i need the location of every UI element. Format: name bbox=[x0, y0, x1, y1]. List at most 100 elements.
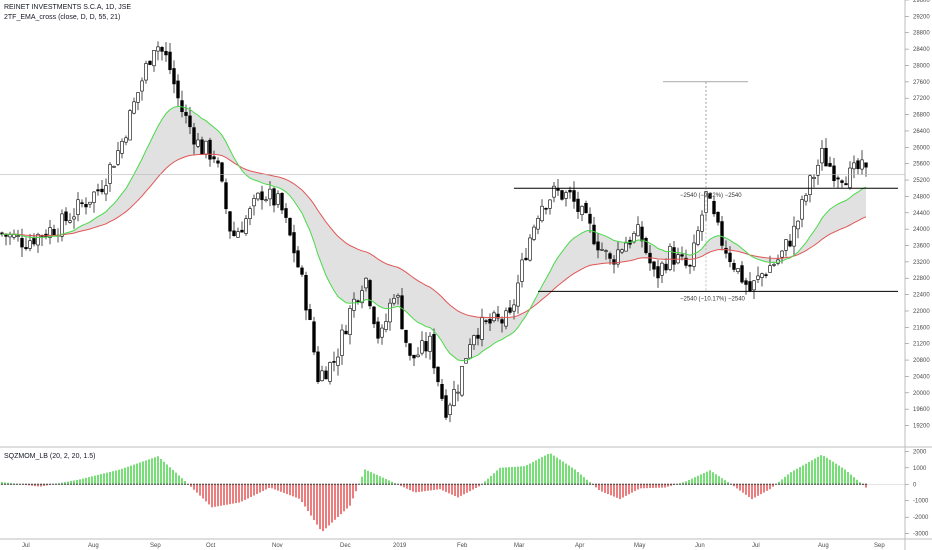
squeeze-dot bbox=[478, 483, 480, 485]
squeeze-dot bbox=[568, 483, 570, 485]
squeeze-dot bbox=[349, 483, 351, 485]
price-tick-label: 23200 bbox=[913, 260, 930, 266]
squeeze-dot bbox=[61, 483, 63, 485]
candle-body bbox=[228, 211, 232, 232]
price-tick-label: 23600 bbox=[913, 244, 930, 250]
candle-body bbox=[656, 266, 660, 279]
time-axis: Jul Aug Sep Oct Nov Dec 2019 Feb Mar Apr May Jun Jul… bbox=[22, 543, 885, 549]
candle-body bbox=[536, 218, 540, 230]
squeeze-dot bbox=[277, 483, 279, 485]
squeeze-dot bbox=[628, 483, 630, 485]
annotations: −2540 (−9.22%) −2540 −2540 (−10.17%) −254… bbox=[0, 81, 905, 302]
squeeze-dot bbox=[178, 483, 180, 485]
squeeze-dot bbox=[229, 483, 231, 485]
squeeze-dot bbox=[811, 483, 813, 485]
candle-body bbox=[500, 319, 504, 324]
squeeze-dot bbox=[328, 483, 330, 485]
squeeze-dot bbox=[136, 483, 138, 485]
candle-body bbox=[368, 280, 372, 307]
osc-tick-label: 1000 bbox=[913, 466, 927, 472]
time-tick-label: Sep bbox=[150, 543, 161, 549]
candle-body bbox=[392, 297, 396, 304]
squeeze-dot bbox=[586, 483, 588, 485]
candle-body bbox=[20, 238, 24, 248]
squeeze-dot bbox=[73, 483, 75, 485]
candle-body bbox=[816, 164, 820, 176]
squeeze-dot bbox=[208, 483, 210, 485]
candle-body bbox=[560, 190, 564, 200]
candle-body bbox=[224, 182, 228, 210]
squeeze-dot bbox=[739, 483, 741, 485]
time-tick-label: 2019 bbox=[393, 543, 407, 549]
squeeze-dot bbox=[403, 483, 405, 485]
squeeze-dot bbox=[280, 483, 282, 485]
candle-body bbox=[544, 208, 548, 210]
candle-body bbox=[192, 127, 196, 145]
squeeze-dot bbox=[505, 483, 507, 485]
squeeze-dot bbox=[220, 483, 222, 485]
time-tick-label: Sep bbox=[874, 543, 885, 549]
candle-body bbox=[340, 329, 344, 356]
squeeze-dot bbox=[694, 483, 696, 485]
squeeze-dot bbox=[550, 483, 552, 485]
squeeze-dot bbox=[544, 483, 546, 485]
squeeze-dot bbox=[70, 483, 72, 485]
squeeze-dot bbox=[520, 483, 522, 485]
squeeze-dot bbox=[754, 483, 756, 485]
squeeze-dot bbox=[793, 483, 795, 485]
squeeze-dot bbox=[820, 483, 822, 485]
squeeze-dot bbox=[190, 483, 192, 485]
candle-body bbox=[632, 232, 636, 243]
squeeze-dot bbox=[742, 483, 744, 485]
squeeze-dot bbox=[469, 483, 471, 485]
squeeze-dot bbox=[103, 483, 105, 485]
squeeze-dot bbox=[607, 483, 609, 485]
squeeze-dot bbox=[571, 483, 573, 485]
squeeze-dot bbox=[625, 483, 627, 485]
candle-body bbox=[808, 175, 812, 195]
candle-body bbox=[52, 229, 56, 236]
candle-body bbox=[548, 199, 552, 209]
price-tick-label: 24400 bbox=[913, 211, 930, 217]
squeeze-dot bbox=[367, 483, 369, 485]
candle-body bbox=[232, 230, 236, 236]
osc-tick-label: -2000 bbox=[913, 515, 929, 521]
squeeze-dot bbox=[574, 483, 576, 485]
squeeze-dot bbox=[496, 483, 498, 485]
candle-body bbox=[740, 265, 744, 283]
candle-body bbox=[584, 202, 588, 214]
squeeze-dot bbox=[796, 483, 798, 485]
squeeze-dot bbox=[226, 483, 228, 485]
squeeze-dot bbox=[610, 483, 612, 485]
squeeze-dot bbox=[64, 483, 66, 485]
squeeze-dot bbox=[859, 483, 861, 485]
squeeze-dot bbox=[745, 483, 747, 485]
squeeze-dot bbox=[217, 483, 219, 485]
squeeze-dot bbox=[391, 483, 393, 485]
squeeze-dot bbox=[412, 483, 414, 485]
candle-body bbox=[700, 214, 704, 232]
candle-body bbox=[24, 247, 28, 250]
squeeze-dot bbox=[691, 483, 693, 485]
price-tick-label: 29200 bbox=[913, 14, 930, 20]
candle-body bbox=[748, 281, 752, 292]
squeeze-dot bbox=[697, 483, 699, 485]
squeeze-dot bbox=[790, 483, 792, 485]
candle-body bbox=[28, 240, 32, 249]
squeeze-dot bbox=[688, 483, 690, 485]
candle-body bbox=[252, 198, 256, 207]
squeeze-dot bbox=[484, 483, 486, 485]
squeeze-dot bbox=[751, 483, 753, 485]
squeeze-dot bbox=[454, 483, 456, 485]
squeeze-dot bbox=[370, 483, 372, 485]
squeeze-dot bbox=[775, 483, 777, 485]
squeeze-dot bbox=[19, 483, 21, 485]
squeeze-dot bbox=[523, 483, 525, 485]
squeeze-dot bbox=[148, 483, 150, 485]
squeeze-dot bbox=[262, 483, 264, 485]
candle-body bbox=[276, 193, 280, 205]
squeeze-dot bbox=[268, 483, 270, 485]
candle-body bbox=[280, 193, 284, 211]
squeeze-dot bbox=[844, 483, 846, 485]
